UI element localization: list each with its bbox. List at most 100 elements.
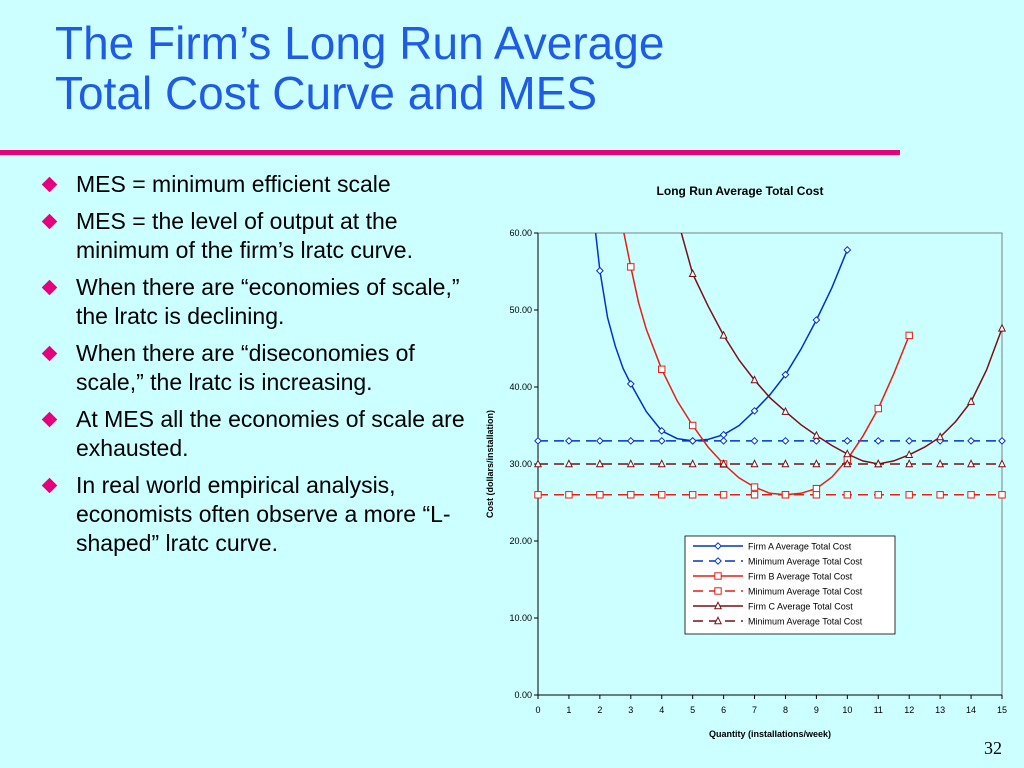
series-point: [812, 430, 821, 439]
legend-swatch-marker: [713, 601, 723, 610]
series-point: [936, 432, 945, 441]
bullet-text: MES = minimum efficient scale: [76, 171, 391, 197]
series-point: [781, 370, 790, 379]
bullet-item: When there are “economies of scale,” the…: [40, 273, 480, 331]
legend-entry-label: Firm A Average Total Cost: [748, 542, 852, 552]
slide-title-line-1: The Firm’s Long Run Average: [55, 17, 665, 69]
series-point: [905, 459, 914, 468]
bullet-text: In real world empirical analysis, econom…: [76, 472, 451, 556]
diamond-bullet-icon: [41, 213, 58, 230]
bullet-text: MES = the level of output at the minimum…: [76, 208, 413, 263]
chart-title: Long Run Average Total Cost: [657, 184, 824, 198]
series-point: [533, 459, 543, 468]
bullet-item: MES = minimum efficient scale: [40, 170, 480, 199]
legend-box: [684, 535, 896, 635]
bullet-text: When there are “diseconomies of scale,” …: [76, 340, 415, 395]
legend-swatch-marker: [714, 572, 722, 580]
legend-entry-label: Firm C Average Total Cost: [748, 602, 853, 612]
bullet-text: At MES all the economies of scale are ex…: [76, 406, 465, 461]
x-tick-label: 12: [904, 705, 914, 715]
x-tick-label: 0: [535, 705, 540, 715]
series-point: [967, 436, 975, 445]
series-point: [781, 459, 790, 468]
legend-swatch-marker: [714, 542, 722, 550]
x-tick-label: 3: [628, 705, 633, 715]
series-3: [623, 233, 913, 499]
bullet-item: At MES all the economies of scale are ex…: [40, 405, 480, 463]
series-point: [905, 449, 914, 458]
series-line: [623, 233, 910, 496]
series-point: [874, 459, 883, 468]
series-point: [657, 436, 666, 445]
x-tick-label: 2: [597, 705, 602, 715]
x-tick-label: 1: [566, 705, 571, 715]
series-point: [596, 491, 604, 499]
series-point: [626, 380, 635, 388]
series-layer: [533, 233, 1007, 499]
legend-swatch-marker: [714, 557, 722, 565]
series-point: [843, 459, 852, 468]
bullet-list: MES = minimum efficient scale MES = the …: [40, 170, 480, 566]
series-point: [688, 491, 697, 499]
x-tick-label: 5: [690, 705, 695, 715]
page-number: 32: [984, 738, 1002, 758]
series-point: [874, 436, 883, 445]
series-point: [781, 491, 790, 499]
diamond-bullet-icon: [41, 176, 58, 193]
series-point: [595, 436, 604, 445]
series-point: [812, 316, 821, 324]
series-point: [688, 436, 697, 445]
x-tick-label: 15: [997, 705, 1007, 715]
series-point: [688, 421, 697, 430]
series-point: [657, 459, 666, 468]
series-point: [967, 459, 976, 468]
series-point: [750, 483, 759, 491]
series-point: [998, 436, 1006, 445]
series-point: [626, 436, 635, 445]
series-point: [534, 491, 542, 499]
y-tick-label: 50.00: [509, 305, 532, 315]
x-axis-label: Quantity (installations/week): [709, 729, 831, 739]
series-point: [564, 459, 573, 468]
series-point: [595, 459, 604, 468]
y-tick-label: 10.00: [509, 613, 532, 623]
series-point: [750, 459, 759, 468]
diamond-bullet-icon: [41, 345, 58, 362]
series-point: [688, 459, 697, 468]
series-point: [997, 323, 1007, 332]
series-point: [843, 491, 852, 499]
bullet-item: When there are “diseconomies of scale,” …: [40, 339, 480, 397]
diamond-bullet-icon: [41, 279, 58, 296]
x-tick-label: 11: [874, 705, 883, 715]
series-point: [750, 406, 759, 415]
legend-swatch-marker: [713, 616, 723, 625]
x-tick-label: 14: [966, 705, 976, 715]
series-point: [843, 246, 852, 254]
series-point: [719, 436, 728, 445]
series-point: [812, 491, 821, 499]
x-tick-label: 13: [935, 705, 945, 715]
series-point: [781, 406, 790, 415]
series-point: [936, 491, 944, 499]
diamond-bullet-icon: [41, 477, 58, 494]
series-point: [719, 459, 728, 468]
x-tick-label: 6: [721, 705, 726, 715]
series-line: [680, 233, 1002, 465]
series-point: [626, 459, 635, 468]
legend: Firm A Average Total Cost Minimum Average…: [684, 535, 896, 635]
legend-entry-label: Firm B Average Total Cost: [748, 572, 853, 582]
series-point: [967, 491, 975, 499]
series-point: [998, 491, 1006, 499]
series-point: [750, 491, 759, 499]
series-point: [874, 404, 882, 413]
legend-entry-label: Minimum Average Total Cost: [748, 617, 863, 627]
series-point: [843, 436, 852, 445]
series-point: [688, 268, 697, 278]
series-point: [812, 436, 821, 445]
series-point: [812, 484, 821, 493]
series-point: [565, 436, 573, 445]
bullet-text: When there are “economies of scale,” the…: [76, 274, 460, 329]
y-tick-label: 20.00: [509, 536, 532, 546]
series-point: [750, 436, 759, 445]
